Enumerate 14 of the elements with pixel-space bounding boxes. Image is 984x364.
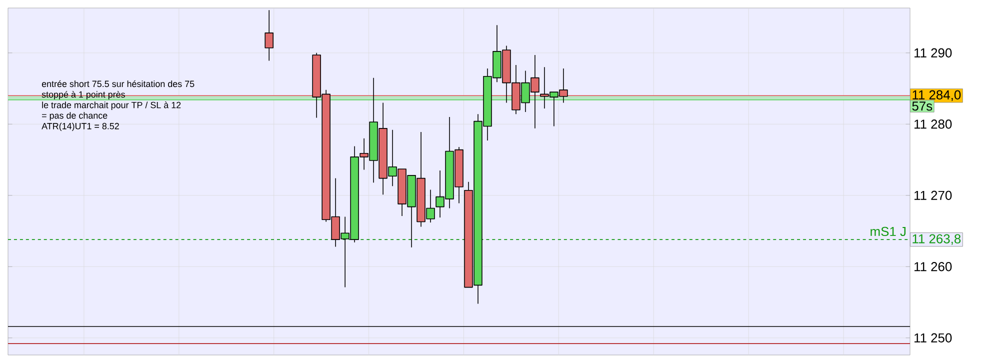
annotation: entrée short 75.5 sur hésitation des 75 xyxy=(42,80,194,88)
ref-line-label: 11 284,0 xyxy=(912,90,961,101)
ref-line-label: mS1 J xyxy=(870,226,906,236)
annotation: le trade marchait pour TP / SL à 12 xyxy=(42,102,181,110)
annotation: = pas de chance xyxy=(42,112,108,120)
annotation: ATR(14)UT1 = 8.52 xyxy=(42,122,119,132)
y-tick-label: 11 270 xyxy=(914,190,952,200)
y-tick-label: 11 280 xyxy=(914,120,952,129)
y-tick-label: 11 250 xyxy=(914,333,952,342)
y-tick-label: 11 260 xyxy=(914,262,952,272)
ref-line-label: 57s xyxy=(912,102,932,111)
text: 11 263,8 xyxy=(912,234,961,245)
y-tick-label: 11 290 xyxy=(914,48,952,58)
candlestick xyxy=(264,10,274,62)
